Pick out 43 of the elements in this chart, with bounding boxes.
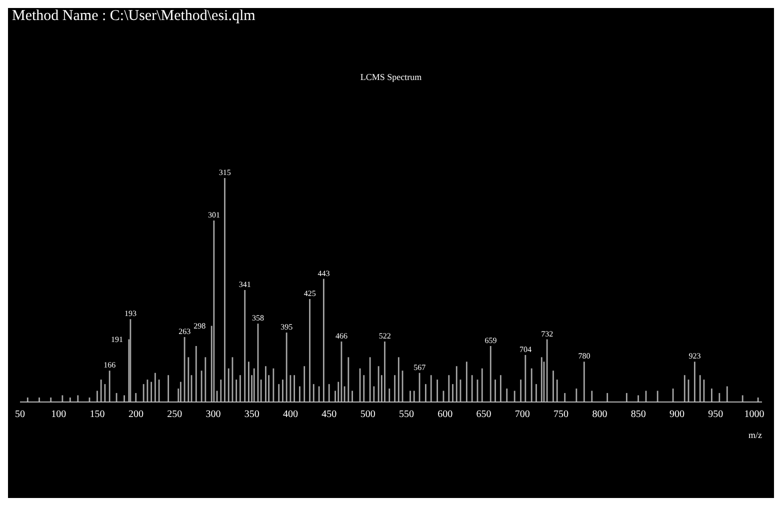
x-tick-label: 450: [322, 409, 337, 420]
annotation: 732: [541, 329, 554, 338]
x-tick-label: 550: [398, 409, 414, 420]
annotation: 395: [280, 322, 293, 332]
annotation: 301: [208, 210, 220, 220]
x-tick-label: 750: [554, 409, 569, 420]
annotation: 263: [178, 327, 191, 336]
x-tick-label: 350: [244, 409, 260, 420]
x-tick-label: 300: [206, 409, 221, 420]
annotation: 704: [519, 344, 532, 354]
annotation: 193: [124, 309, 137, 318]
annotation: 298: [194, 322, 206, 331]
annotation: 358: [252, 314, 264, 323]
x-tick-label: 500: [360, 409, 376, 420]
x-tick-label: 600: [438, 409, 453, 420]
x-tick-label: 250: [167, 409, 182, 420]
x-axis-title: m/z: [748, 430, 762, 440]
annotation: 191: [110, 335, 123, 344]
annotation: 780: [578, 352, 590, 361]
annotation: 567: [414, 362, 426, 372]
x-tick-label: 800: [592, 409, 608, 420]
x-tick-label: 1000: [744, 409, 764, 420]
annotation: 522: [378, 332, 391, 341]
x-tick-label: 950: [708, 409, 724, 420]
annotation: 659: [484, 336, 497, 345]
annotation: 923: [688, 352, 701, 361]
annotation: 425: [304, 288, 316, 298]
annotation: 341: [238, 280, 251, 289]
annotation: 315: [218, 168, 231, 177]
chart-title: LCMS Spectrum: [359, 72, 423, 82]
text: Method Name : C:\User\Method\esi.qlm: [12, 8, 256, 25]
x-tick-label: 150: [90, 409, 105, 420]
x-tick-label: 400: [283, 409, 298, 420]
x-tick-label: 200: [128, 409, 144, 420]
annotation: 166: [104, 360, 116, 370]
x-tick-label: 850: [630, 409, 646, 420]
x-tick-label: 100: [51, 409, 66, 420]
x-tick-label: 700: [514, 409, 530, 420]
x-tick-label: 650: [476, 409, 492, 420]
annotation: 443: [318, 268, 330, 278]
annotation: 466: [336, 332, 348, 341]
x-tick-label: 50: [15, 409, 25, 420]
x-tick-label: 900: [669, 409, 684, 420]
